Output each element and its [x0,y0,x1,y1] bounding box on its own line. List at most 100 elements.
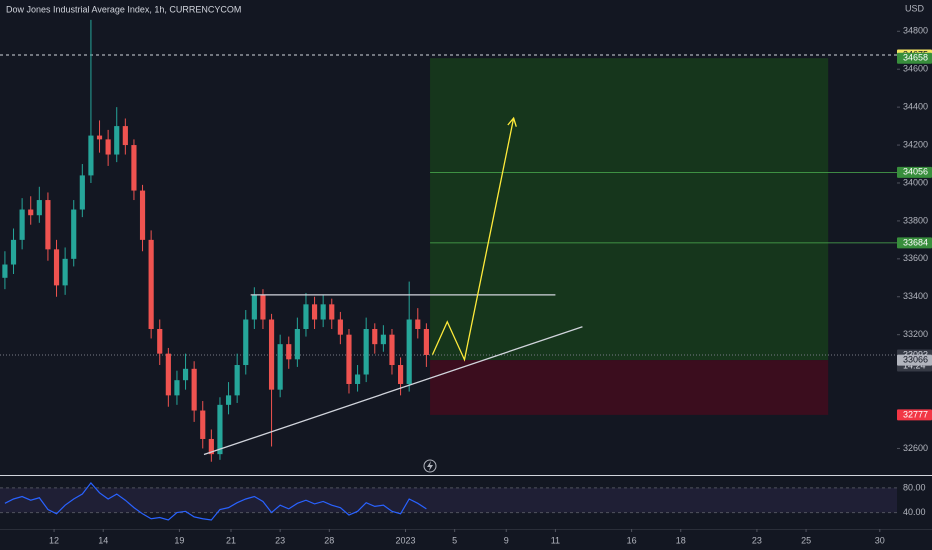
y-tick-label: 34200 [903,139,928,149]
x-tick-label: 21 [226,535,236,545]
candle-body [303,304,309,329]
candle-body [122,126,128,146]
candle-body [165,353,171,396]
candle-body [208,438,214,455]
candle-body [139,190,146,240]
y-tick-label: 33800 [903,215,928,225]
candle-body [268,319,275,390]
y-tick-label: 33600 [903,253,928,263]
candle-body [182,368,189,381]
candle-body [234,365,240,396]
level-label-bg [897,166,932,178]
candle-body [191,368,197,411]
rsi-tick-label: 40.00 [903,507,926,517]
stop-label-bg [897,409,932,421]
y-tick-label: 34800 [903,26,928,36]
candle-body [10,239,17,265]
target-label: 34658 [903,53,928,63]
candle-body [260,294,266,320]
candle-body [88,135,94,176]
y-tick-label: 34400 [903,102,928,112]
x-tick-label: 18 [676,535,686,545]
candle-body [114,126,120,155]
candle-body [329,304,335,320]
icon-circle [423,459,437,473]
entry-label: 33066 [903,354,928,364]
candle-body [346,334,352,384]
x-tick-label: 11 [551,535,560,545]
profit-zone [430,58,829,361]
x-tick-label: 14 [98,535,108,545]
candle-body [389,334,395,366]
candle-body [96,135,103,140]
y-tick-label: 33400 [903,291,928,301]
candle-body [148,239,154,329]
candle-body [45,200,51,250]
chart-title: Dow Jones Industrial Average Index, 1h, … [6,4,241,14]
last-price-label: 33093 [903,349,928,359]
candle-body [131,145,137,191]
entry-label-bg [897,354,932,366]
candle-body [372,328,378,345]
target-label-bg [897,52,932,64]
candle-body [277,344,283,390]
currency-label: USD [905,3,925,13]
lightning-icon[interactable] [423,459,437,473]
x-tick-label: 23 [752,535,762,545]
candle-body [380,334,386,345]
candle-body [28,209,34,216]
x-tick-label: 19 [174,535,184,545]
x-tick-label: 16 [627,535,637,545]
candle-body [397,365,404,384]
x-tick-label: 25 [801,535,811,545]
y-tick-label: 33200 [903,329,928,339]
candle-body [62,258,68,286]
candle-body [354,374,361,384]
level-label: 34056 [903,167,928,177]
candle-body [217,404,223,455]
loss-zone [430,360,829,415]
stop-label: 32777 [903,409,928,419]
candle-body [200,410,206,439]
candle-body [19,209,25,240]
candle-body [415,319,421,329]
candle-body [286,344,292,360]
trend-line [203,326,583,456]
candle-body [53,249,60,286]
x-tick-label: 28 [324,535,334,545]
projection-path [431,118,515,362]
x-tick-label: 30 [875,535,885,545]
candle-body [2,264,8,278]
rsi-line [4,481,427,521]
candle-body [294,328,300,360]
candle-body [337,319,343,335]
y-tick-label: 32600 [903,443,928,453]
candle-body [225,395,232,405]
rsi-tick-label: 80.00 [903,482,926,492]
candle-body [157,328,163,354]
candle-body [320,304,326,320]
candle-body [71,209,77,259]
candle-body [406,319,412,384]
projection-arrowhead [507,116,517,127]
x-tick-label: 23 [275,535,285,545]
candle-body [243,319,249,366]
candle-body [174,380,180,396]
level-label-bg [897,237,932,249]
level-label: 33684 [903,237,928,247]
x-tick-label: 2023 [395,535,415,545]
candle-body [251,294,257,320]
x-tick-label: 9 [504,535,509,545]
candle-body [36,200,42,216]
candle-body [311,304,318,320]
y-tick-label: 34000 [903,177,928,187]
x-tick-label: 5 [452,535,457,545]
candle-body [105,139,111,155]
x-tick-label: 12 [49,535,59,545]
rsi-band [0,487,897,513]
candle-body [79,175,85,210]
y-tick-label: 34600 [903,64,928,74]
candle-body [423,328,429,355]
icon-bolt [427,461,433,471]
